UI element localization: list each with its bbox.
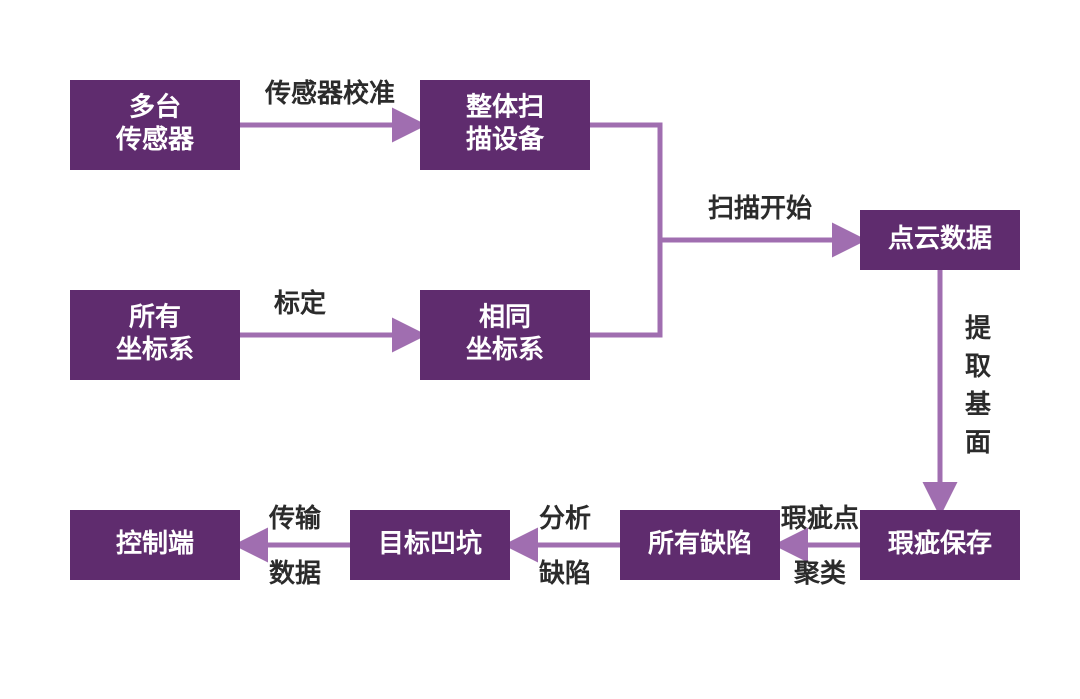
flow-edge-label: 扫描开始 [708,193,812,223]
flow-edge-label: 数据 [269,558,321,588]
flowchart-canvas: 多台传感器整体扫描设备所有坐标系相同坐标系点云数据瑕疵保存所有缺陷目标凹坑控制端… [0,0,1080,699]
flow-node-label: 多台 [129,92,181,122]
flow-edge-label: 聚类 [793,558,846,588]
flow-edge-label: 传感器校准 [264,78,395,108]
flow-node-n8: 目标凹坑 [350,510,510,580]
flow-edge-label: 标定 [274,288,326,318]
flow-node-label: 点云数据 [888,223,992,253]
flow-node-n2: 整体扫描设备 [420,80,590,170]
flow-edge-label: 瑕疵点 [781,503,859,533]
flow-node-label: 目标凹坑 [378,528,482,558]
flow-edge-label-vertical: 取 [965,351,991,381]
flow-node-n5: 点云数据 [860,210,1020,270]
flow-node-n6: 瑕疵保存 [860,510,1020,580]
flow-node-n9: 控制端 [70,510,240,580]
flow-node-label: 所有 [129,302,181,332]
flow-edge-label-vertical: 面 [965,427,991,457]
flow-node-label: 传感器 [115,124,195,154]
flow-node-label: 相同 [479,302,531,332]
flow-node-n1: 多台传感器 [70,80,240,170]
flow-node-label: 整体扫 [466,92,544,122]
flow-node-n7: 所有缺陷 [620,510,780,580]
flow-node-label: 描设备 [466,124,545,154]
flow-node-n3: 所有坐标系 [70,290,240,380]
flow-edge [590,125,660,335]
flow-node-label: 坐标系 [116,334,194,364]
flow-node-n4: 相同坐标系 [420,290,590,380]
flow-node-label: 控制端 [116,528,194,558]
flow-edge-label: 缺陷 [539,558,591,588]
flow-node-label: 坐标系 [466,334,544,364]
flow-edge-label-vertical: 基 [965,389,992,419]
flow-edge-label: 分析 [539,503,591,533]
flow-node-label: 瑕疵保存 [888,528,992,558]
flow-node-label: 所有缺陷 [648,528,752,558]
flow-edge-label: 传输 [268,503,322,533]
flow-edge-label-vertical: 提 [965,313,992,343]
